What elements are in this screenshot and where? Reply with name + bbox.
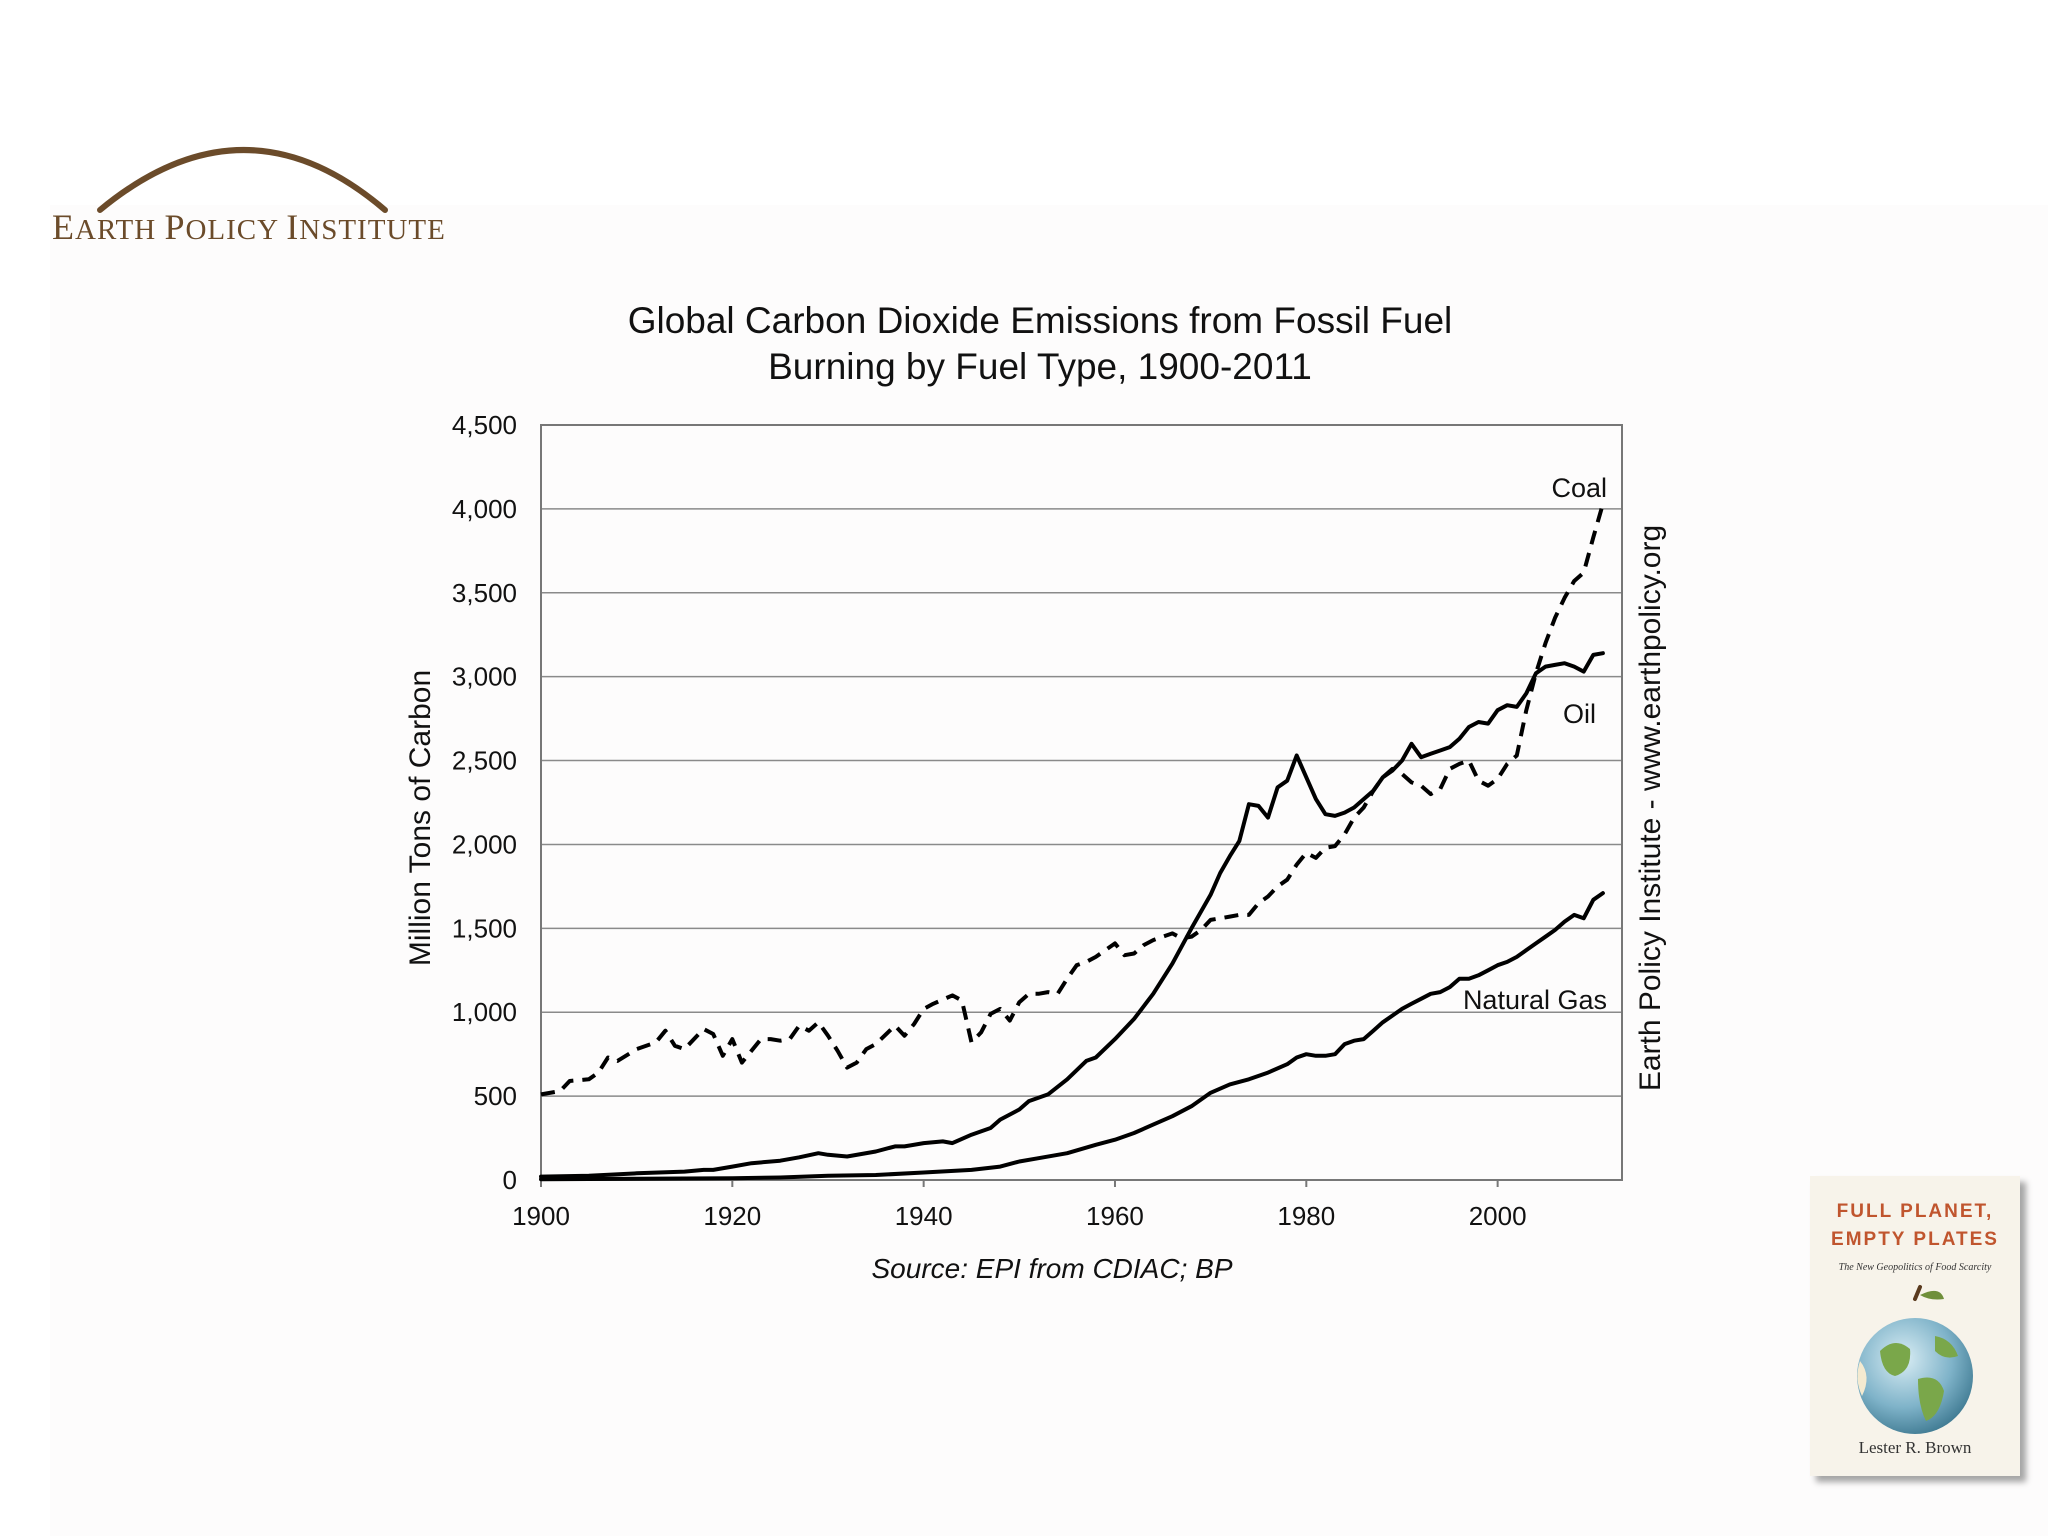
chart-title-line2: Burning by Fuel Type, 1900-2011 (768, 346, 1312, 387)
x-tick-label: 1920 (703, 1201, 761, 1231)
plot-area-frame (540, 424, 1623, 1181)
x-tick-label: 1960 (1086, 1201, 1144, 1231)
y-tick-label: 4,000 (452, 494, 517, 524)
y-tick-label: 3,500 (452, 578, 517, 608)
x-tick-label: 1900 (512, 1201, 570, 1231)
series-label-natural-gas: Natural Gas (1463, 985, 1607, 1015)
x-tick-label: 2000 (1469, 1201, 1527, 1231)
y-tick-label: 2,500 (452, 746, 517, 776)
chart-source: Source: EPI from CDIAC; BP (872, 1253, 1233, 1284)
series-lines (539, 503, 1605, 1182)
side-note: Earth Policy Institute - www.earthpolicy… (1634, 525, 1667, 1091)
y-tick-label: 1,500 (452, 913, 517, 943)
series-label-coal: Coal (1551, 473, 1607, 503)
book-subtitle: The New Geopolitics of Food Scarcity (1838, 1262, 1992, 1273)
x-tick-label: 1940 (895, 1201, 953, 1231)
earth-policy-institute-logo (97, 147, 388, 213)
y-tick-label: 500 (474, 1081, 517, 1111)
book-title: FULL PLANET, EMPTY PLATES (1831, 1201, 1999, 1250)
y-tick-label: 3,000 (452, 662, 517, 692)
x-tick-label: 1980 (1277, 1201, 1335, 1231)
y-axis-ticks: 0 500 1,000 1,500 2,000 2,500 3,000 3,500 4,000 4… (452, 410, 517, 1195)
y-tick-label: 0 (503, 1165, 517, 1195)
logo-wordmark: EARTH POLICY INSTITUTE (52, 207, 446, 247)
series-line-natural-gas (539, 891, 1605, 1182)
gridlines (541, 508, 1622, 1097)
y-tick-label: 2,000 (452, 829, 517, 859)
apple-globe-icon (1857, 1285, 1973, 1434)
series-line-oil (539, 651, 1605, 1179)
y-tick-label: 1,000 (452, 997, 517, 1027)
slide-background (50, 205, 2048, 1536)
series-line-coal (540, 503, 1605, 1097)
y-axis-title: Million Tons of Carbon (404, 670, 437, 966)
y-tick-label: 4,500 (452, 410, 517, 440)
book-author: Lester R. Brown (1858, 1438, 1972, 1457)
series-label-oil: Oil (1563, 699, 1596, 729)
chart-title-line1: Global Carbon Dioxide Emissions from Fos… (628, 300, 1453, 341)
book-cover[interactable]: FULL PLANET, EMPTY PLATES The New Geopol… (1810, 1176, 2020, 1476)
x-axis-ticks: 1900 1920 1940 1960 1980 2000 (512, 1180, 1527, 1231)
